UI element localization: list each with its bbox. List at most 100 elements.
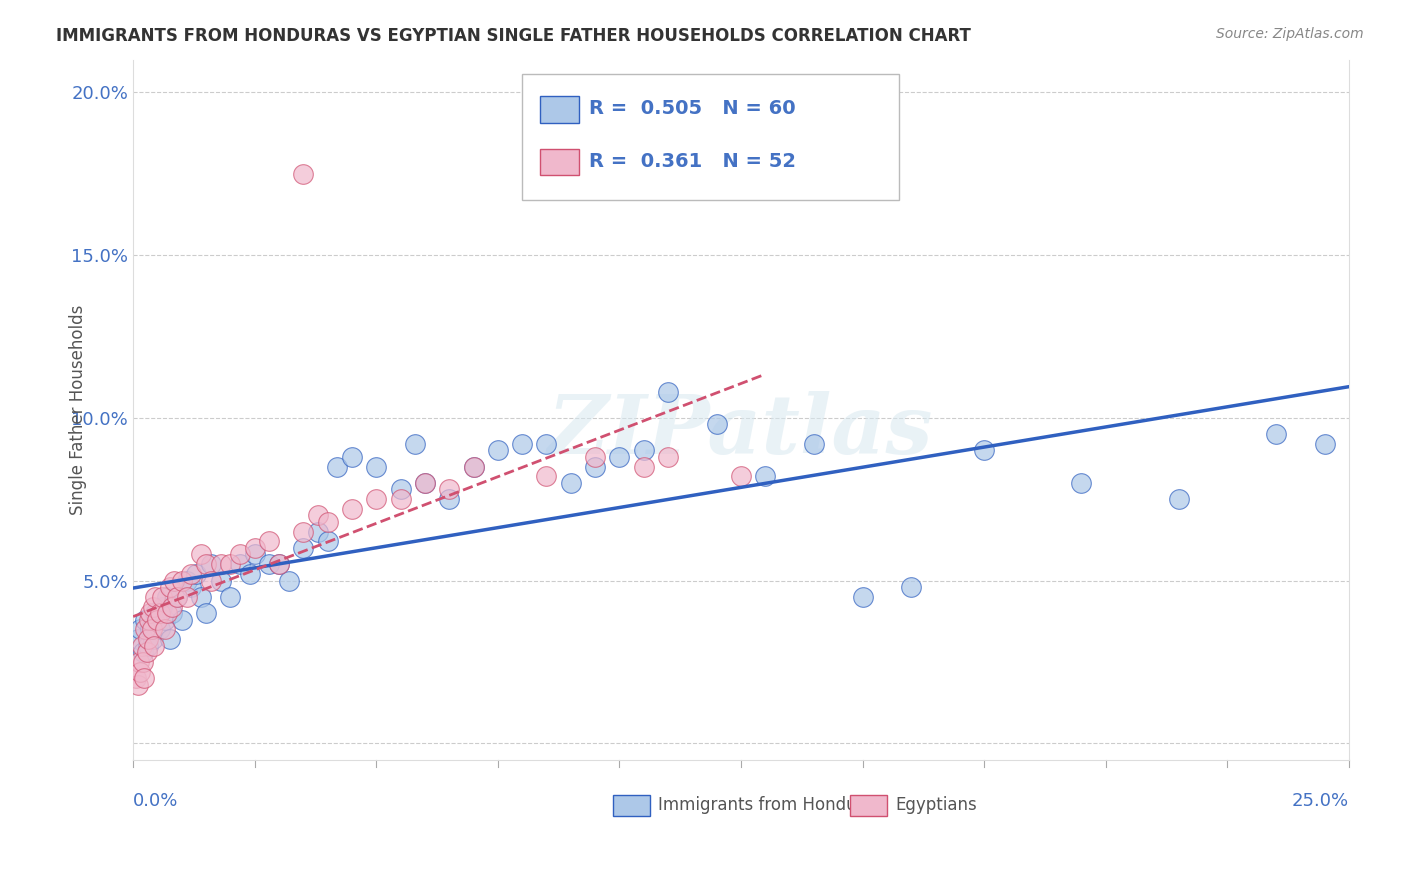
Point bbox=[132, 655, 155, 669]
Text: Source: ZipAtlas.com: Source: ZipAtlas.com bbox=[1216, 27, 1364, 41]
Text: Egyptians: Egyptians bbox=[896, 797, 977, 814]
Point bbox=[139, 606, 162, 620]
Point bbox=[633, 459, 655, 474]
Point bbox=[166, 590, 188, 604]
FancyBboxPatch shape bbox=[613, 795, 650, 815]
Point bbox=[292, 167, 315, 181]
Point bbox=[156, 590, 179, 604]
Point bbox=[229, 558, 252, 572]
Point bbox=[463, 459, 485, 474]
Point bbox=[135, 645, 157, 659]
Point bbox=[209, 574, 232, 588]
Point bbox=[129, 665, 152, 679]
Point bbox=[340, 450, 363, 464]
Point bbox=[243, 541, 266, 555]
Point bbox=[160, 599, 183, 614]
Point bbox=[142, 632, 165, 647]
Text: 25.0%: 25.0% bbox=[1292, 792, 1348, 810]
Point bbox=[142, 599, 165, 614]
Point bbox=[560, 475, 582, 490]
Point bbox=[124, 671, 146, 685]
Point bbox=[195, 558, 218, 572]
Point bbox=[180, 580, 202, 594]
Point bbox=[486, 443, 509, 458]
Point bbox=[149, 623, 172, 637]
Point bbox=[1070, 475, 1092, 490]
Point bbox=[389, 483, 412, 497]
Point bbox=[146, 613, 169, 627]
Point bbox=[219, 558, 242, 572]
Point bbox=[128, 655, 150, 669]
Point bbox=[150, 590, 173, 604]
Point bbox=[404, 437, 426, 451]
Point bbox=[153, 613, 176, 627]
Text: ZIPatlas: ZIPatlas bbox=[548, 391, 934, 471]
FancyBboxPatch shape bbox=[522, 74, 898, 200]
Point bbox=[186, 567, 208, 582]
Point bbox=[131, 639, 153, 653]
Point bbox=[142, 639, 165, 653]
Point bbox=[437, 492, 460, 507]
Point bbox=[316, 534, 339, 549]
Point bbox=[134, 623, 156, 637]
Point bbox=[267, 558, 290, 572]
Point bbox=[195, 606, 218, 620]
Point bbox=[150, 599, 173, 614]
Point bbox=[149, 606, 172, 620]
Point bbox=[536, 469, 558, 483]
Point bbox=[159, 632, 181, 647]
Point bbox=[176, 574, 198, 588]
Point bbox=[900, 580, 922, 594]
Point bbox=[706, 417, 728, 432]
Point bbox=[170, 574, 193, 588]
Point bbox=[138, 613, 160, 627]
Text: Immigrants from Honduras: Immigrants from Honduras bbox=[658, 797, 883, 814]
Point bbox=[389, 492, 412, 507]
Point bbox=[156, 606, 179, 620]
Point bbox=[139, 623, 162, 637]
Point bbox=[159, 580, 181, 594]
Point bbox=[973, 443, 995, 458]
Point bbox=[160, 606, 183, 620]
Point bbox=[851, 590, 873, 604]
Point bbox=[326, 459, 349, 474]
Point bbox=[267, 558, 290, 572]
Point bbox=[583, 459, 606, 474]
Point bbox=[243, 548, 266, 562]
Point bbox=[146, 613, 169, 627]
Point bbox=[141, 623, 163, 637]
Point bbox=[657, 450, 679, 464]
Point bbox=[132, 645, 155, 659]
Point bbox=[143, 606, 166, 620]
FancyBboxPatch shape bbox=[540, 96, 579, 122]
Point bbox=[190, 548, 212, 562]
Point bbox=[1313, 437, 1336, 451]
Point bbox=[176, 590, 198, 604]
Point bbox=[1167, 492, 1189, 507]
Point bbox=[143, 590, 166, 604]
Point bbox=[510, 437, 533, 451]
Point bbox=[163, 574, 186, 588]
Point bbox=[200, 574, 222, 588]
Point bbox=[190, 590, 212, 604]
Point bbox=[413, 475, 436, 490]
Point bbox=[129, 623, 152, 637]
Point bbox=[134, 613, 156, 627]
Point bbox=[136, 632, 159, 647]
Point bbox=[316, 515, 339, 529]
Point bbox=[200, 558, 222, 572]
Point bbox=[170, 613, 193, 627]
Point bbox=[463, 459, 485, 474]
Point bbox=[229, 548, 252, 562]
Point bbox=[657, 384, 679, 399]
Point bbox=[136, 639, 159, 653]
Point bbox=[366, 492, 388, 507]
Text: R =  0.505   N = 60: R = 0.505 N = 60 bbox=[589, 99, 796, 118]
FancyBboxPatch shape bbox=[851, 795, 887, 815]
Point bbox=[754, 469, 776, 483]
Point bbox=[340, 502, 363, 516]
Point bbox=[803, 437, 825, 451]
Point bbox=[239, 567, 262, 582]
Point bbox=[1264, 427, 1286, 442]
Point bbox=[209, 558, 232, 572]
